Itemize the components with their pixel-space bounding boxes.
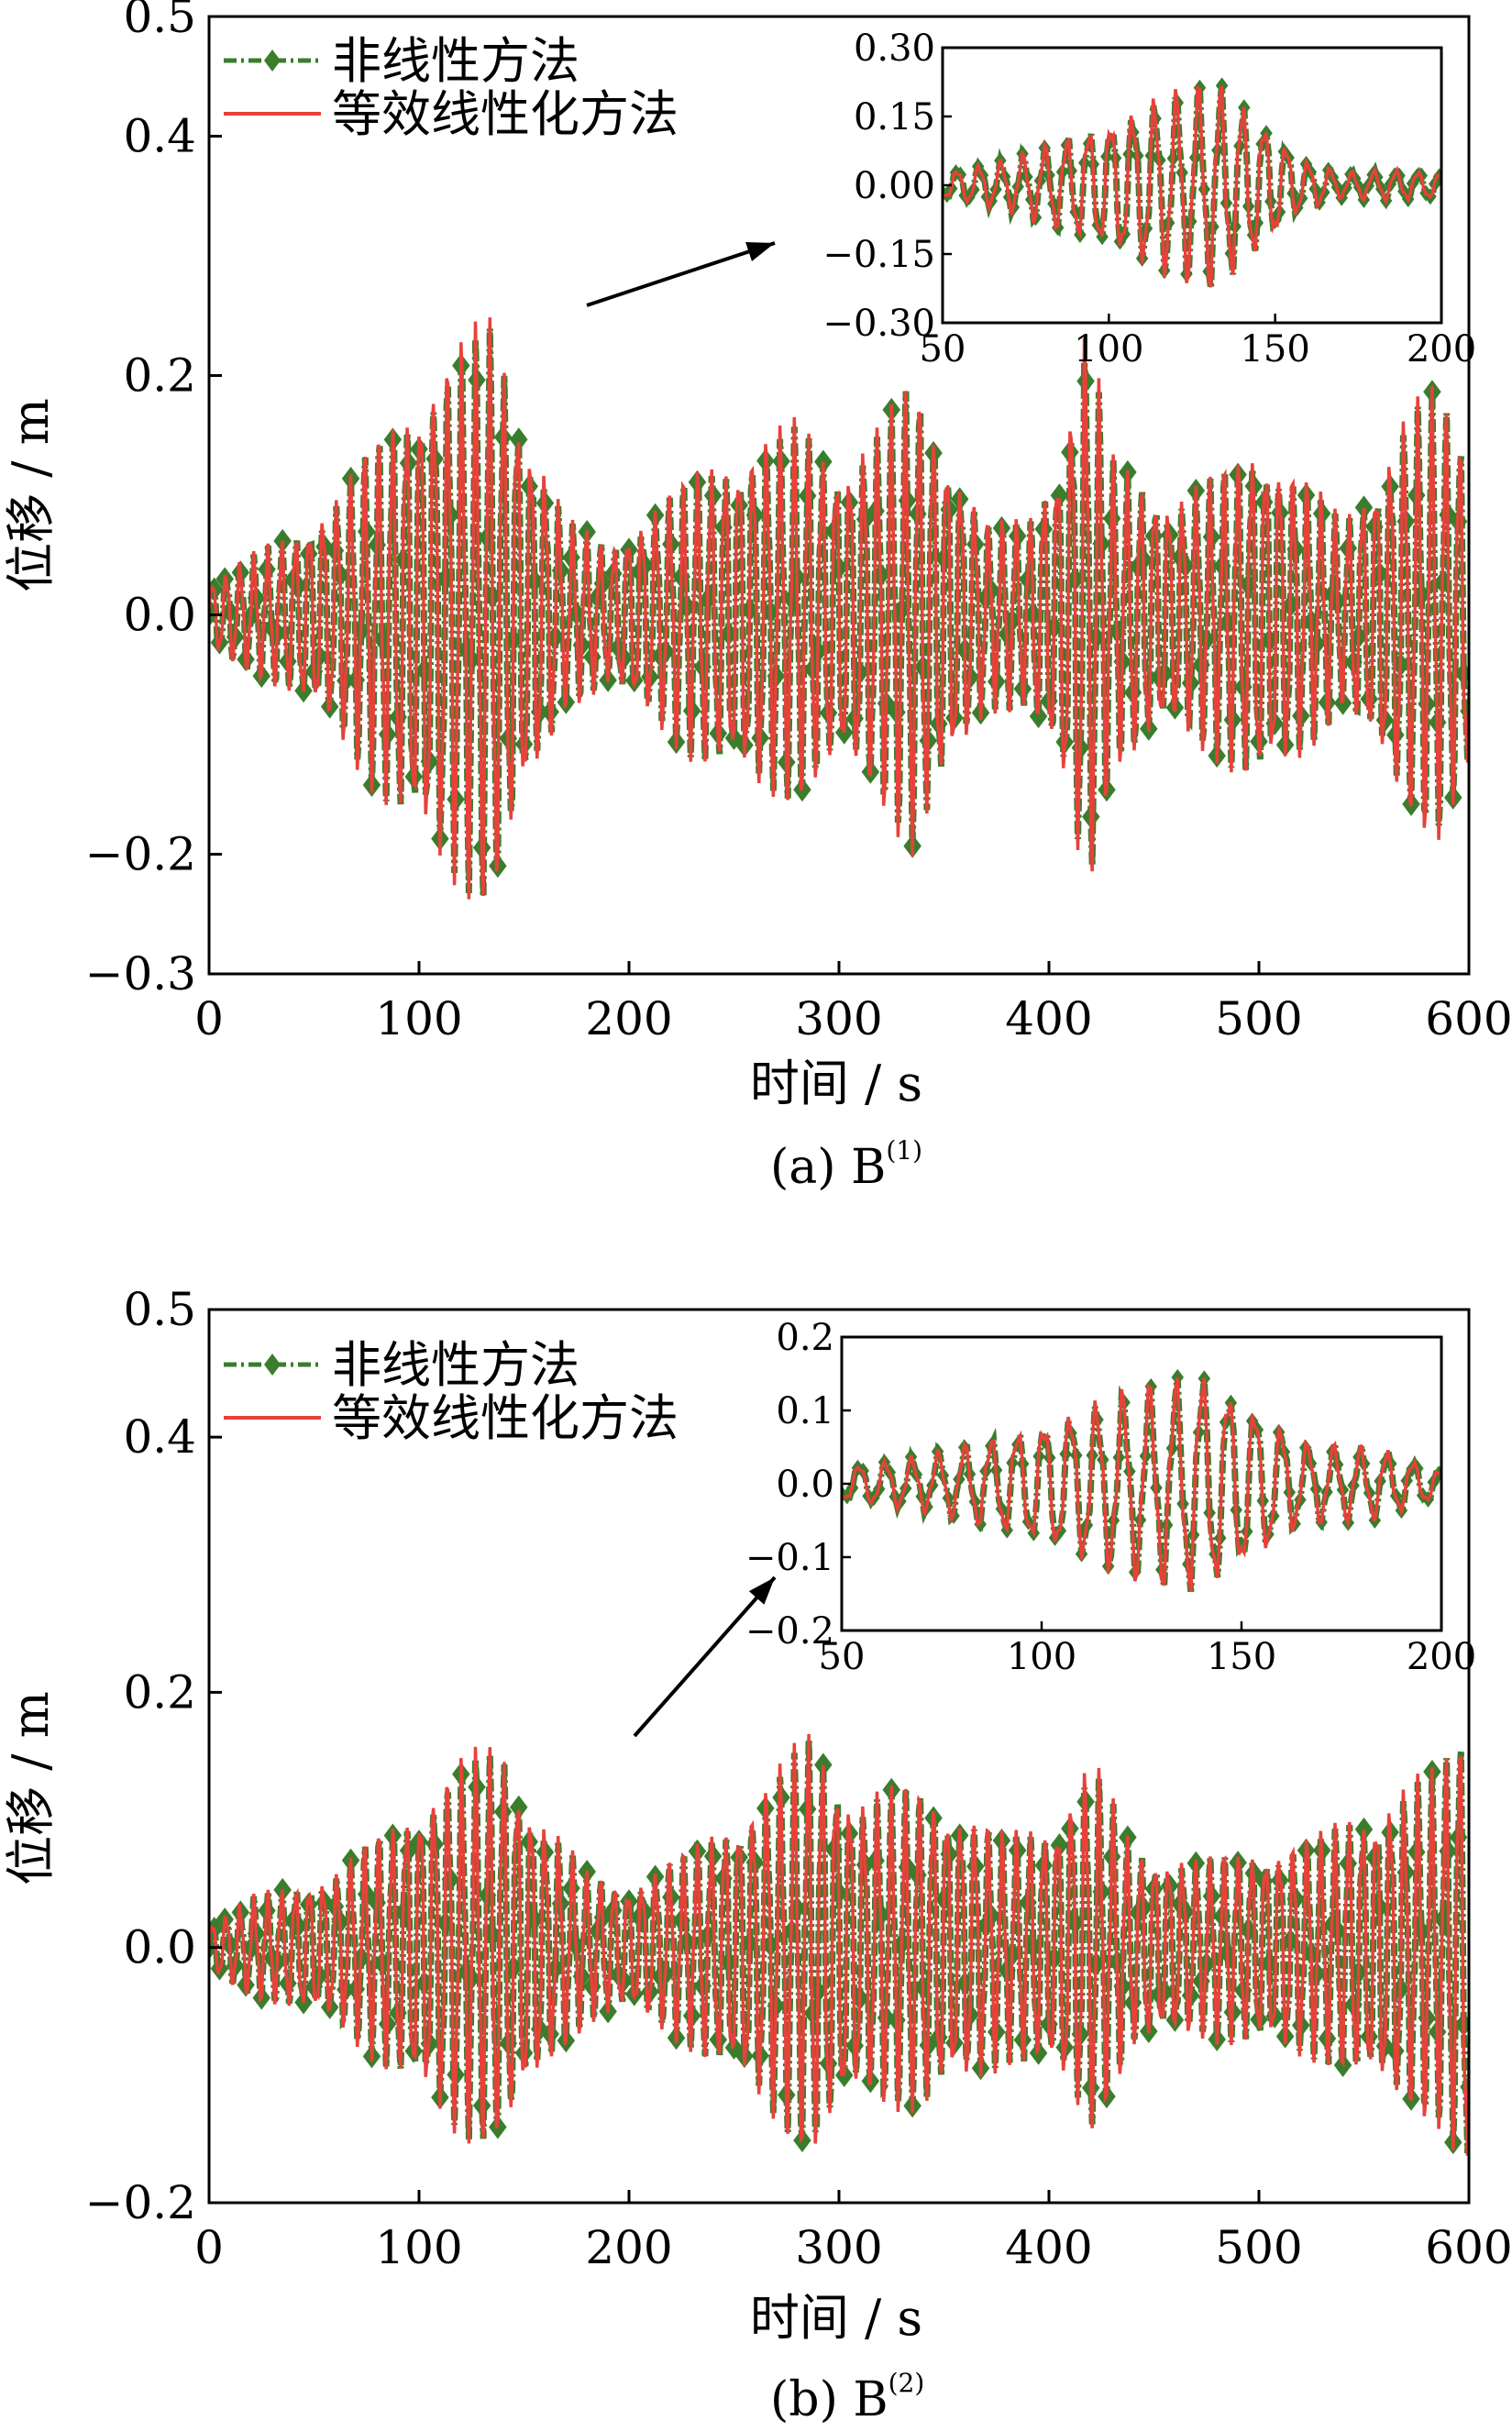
- panel-b-x-tick-label: 0: [194, 2221, 224, 2274]
- panel-b-caption: (b) B(2): [770, 2368, 924, 2427]
- panel-a-zoom-arrow-head: [745, 242, 775, 261]
- panel-a-inset: 50 100 150 200 0.30 0.15 0.00 −0.15 −0.30: [822, 28, 1476, 370]
- diamond-marker: [510, 427, 528, 452]
- panel-a-x-tick-label: 100: [375, 992, 462, 1045]
- panel-b-y-axis-label: 位移 / m: [2, 1691, 60, 1885]
- diamond-marker: [1354, 495, 1374, 520]
- legend-marker-nonlinear: [264, 50, 281, 72]
- panel-a-x-tick-label: 500: [1215, 992, 1302, 1045]
- panel-a-zoom-arrow: [586, 241, 776, 307]
- diamond-marker: [510, 1795, 528, 1819]
- panel-b-zoom-arrow-head: [748, 1577, 775, 1605]
- panel-a-caption-superscript: (1): [886, 1135, 922, 1166]
- panel-b-inset-y-tick-label: 0.1: [776, 1390, 834, 1432]
- panel-a-y-tick-label: −0.3: [85, 947, 196, 1000]
- panel-a-y-axis-label: 位移 / m: [2, 398, 60, 592]
- panel-b-inset-y-tick-label: 0.2: [776, 1317, 834, 1359]
- panel-a-x-tick-label: 300: [795, 992, 882, 1045]
- panel-b-inset-series-group: [842, 1368, 1441, 1593]
- panel-a-caption: (a) B(1): [770, 1135, 922, 1195]
- diamond-marker: [514, 732, 534, 757]
- panel-b-inset-series-equivalent-linear: [842, 1377, 1441, 1593]
- legend-label-equivalent-linear: 等效线性化方法: [332, 85, 679, 143]
- panel-a-series-group: [209, 317, 1469, 900]
- panel-a-x-tick-label: 200: [585, 992, 672, 1045]
- panel-a-y-tick-label: −0.2: [85, 828, 196, 881]
- panel-b-inset: 50 100 150 200 0.2 0.1 0.0 −0.1 −0.2: [745, 1317, 1476, 1678]
- panel-b-x-axis-label: 时间 / s: [750, 2289, 922, 2347]
- legend-marker-nonlinear: [264, 1354, 281, 1376]
- panel-a-y-tick-label: 0.0: [123, 589, 196, 642]
- panel-a-y-tick-label: 0.2: [123, 349, 196, 403]
- diamond-marker: [209, 1917, 224, 1941]
- panel-a-y-tick-label: 0.4: [123, 110, 196, 163]
- panel-b-x-tick-label: 100: [375, 2221, 462, 2274]
- panel-b-x-tick-label: 400: [1005, 2221, 1092, 2274]
- panel-a-inset-y-tick-label: 0.30: [854, 28, 935, 70]
- panel-b-y-tick-label: −0.2: [85, 2176, 196, 2229]
- panel-b-inset-y-tick-label: −0.1: [745, 1537, 834, 1579]
- diamond-marker: [1029, 2040, 1048, 2065]
- diamond-marker: [1454, 661, 1469, 686]
- legend-label-nonlinear: 非线性方法: [332, 32, 579, 90]
- panel-b-x-tick-label: 500: [1215, 2221, 1302, 2274]
- panel-a-caption-text: (a) B: [770, 1140, 886, 1195]
- panel-b-inset-x-tick-label: 100: [1007, 1636, 1076, 1678]
- panel-a-inset-y-tick-label: −0.15: [822, 234, 935, 276]
- panel-a-inset-x-tick-label: 150: [1240, 328, 1309, 370]
- diamond-marker: [793, 2128, 811, 2152]
- chart-panel-b: 0 100 200 300 400 500 600 −0.2 0.0 0.2 0.4 0.5 时间 / …: [2, 1283, 1512, 2427]
- panel-a-inset-y-tick-label: 0.15: [854, 96, 935, 138]
- panel-a-inset-y-tick-label: −0.30: [822, 303, 935, 345]
- chart-panel-a: 0 100 200 300 400 500 600 −0.3 −0.2 0.0 0.2 0.4 0.5 时…: [2, 0, 1512, 1195]
- panel-a-x-tick-label: 600: [1425, 992, 1512, 1045]
- diamond-marker: [1333, 691, 1352, 715]
- diamond-marker: [1171, 1368, 1184, 1386]
- panel-b-x-tick-label: 300: [795, 2221, 882, 2274]
- panel-b-x-tick-label: 200: [585, 2221, 672, 2274]
- panel-a-inset-y-tick-label: 0.00: [854, 165, 935, 207]
- panel-b-series-equivalent-linear: [209, 1733, 1469, 2156]
- panel-b-x-tick-label: 600: [1425, 2221, 1512, 2274]
- panel-b-y-tick-label: 0.5: [123, 1283, 196, 1336]
- panel-b-caption-superscript: (2): [888, 2368, 925, 2398]
- panel-b-inset-x-tick-label: 50: [819, 1636, 866, 1678]
- panel-b-inset-x-tick-label: 200: [1407, 1636, 1476, 1678]
- legend-label-equivalent-linear: 等效线性化方法: [332, 1389, 679, 1447]
- diamond-marker: [1454, 2012, 1469, 2037]
- panel-b-series-group: [209, 1733, 1469, 2156]
- panel-b-inset-x-tick-label: 150: [1207, 1636, 1276, 1678]
- panel-a-inset-series-group: [943, 77, 1441, 289]
- panel-b-inset-y-tick-label: 0.0: [776, 1464, 834, 1506]
- panel-b-y-tick-label: 0.4: [123, 1410, 196, 1464]
- panel-a-inset-x-tick-label: 50: [920, 328, 966, 370]
- panel-b-caption-text: (b) B: [770, 2372, 888, 2427]
- legend-label-nonlinear: 非线性方法: [332, 1336, 579, 1394]
- panel-a-inset-x-tick-label: 100: [1074, 328, 1143, 370]
- panel-a-y-tick-label: 0.5: [123, 0, 196, 43]
- panel-b-y-tick-label: 0.0: [123, 1921, 196, 1974]
- panel-b-inset-y-tick-label: −0.2: [745, 1610, 834, 1653]
- diamond-marker: [1096, 228, 1109, 246]
- diamond-marker: [814, 1752, 833, 1777]
- panel-a-x-tick-label: 0: [194, 992, 224, 1045]
- panel-a-inset-series-equivalent-linear: [943, 84, 1441, 288]
- panel-a-x-tick-label: 400: [1005, 992, 1092, 1045]
- diamond-marker: [209, 577, 224, 602]
- panel-b-zoom-arrow: [633, 1575, 777, 1738]
- diamond-marker: [1029, 704, 1048, 729]
- panel-a-series-equivalent-linear: [209, 317, 1469, 900]
- panel-b-y-tick-label: 0.2: [123, 1665, 196, 1719]
- diamond-marker: [514, 2040, 534, 2065]
- panel-a-x-axis-label: 时间 / s: [750, 1055, 922, 1112]
- diamond-marker: [1215, 77, 1229, 94]
- panel-a-inset-x-tick-label: 200: [1407, 328, 1476, 370]
- diamond-marker: [1354, 1817, 1374, 1841]
